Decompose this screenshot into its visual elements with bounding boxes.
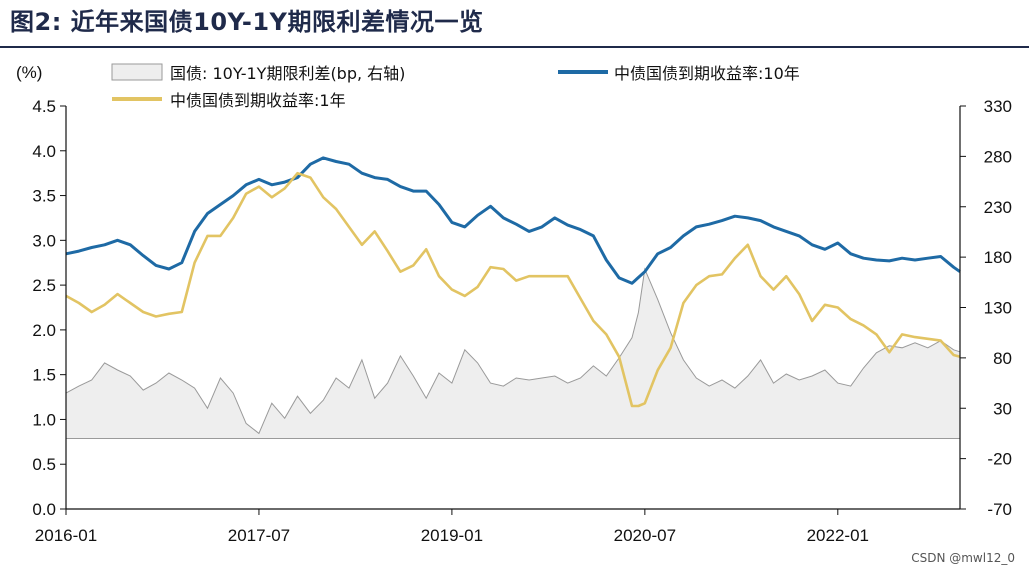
spread-area-fill xyxy=(66,269,960,439)
left-tick-label: 2.0 xyxy=(32,321,56,340)
area-layer xyxy=(65,267,961,439)
left-tick-label: 0.0 xyxy=(32,500,56,519)
axes-layer: 0.0 0.5 1.0 1.5 2.0 2.5 3.0 3.5 4.0 4.5 -70 -20 30 80… xyxy=(16,63,1012,545)
yield-10y-line xyxy=(65,156,961,285)
left-tick-label: 0.5 xyxy=(32,455,56,474)
x-tick-label: 2017-07 xyxy=(228,526,290,545)
left-tick-label: 3.5 xyxy=(32,187,56,206)
right-tick-label: 80 xyxy=(993,349,1012,368)
x-tick-label: 2019-01 xyxy=(421,526,483,545)
left-tick-label: 4.0 xyxy=(32,142,56,161)
right-tick-label: 280 xyxy=(984,147,1012,166)
x-tick-label: 2020-07 xyxy=(614,526,676,545)
right-tick-label: 330 xyxy=(984,97,1012,116)
left-tick-label: 2.5 xyxy=(32,276,56,295)
right-tick-label: 30 xyxy=(993,399,1012,418)
legend-label-spread: 国债: 10Y-1Y期限利差(bp, 右轴) xyxy=(170,64,405,83)
lines-layer xyxy=(65,156,961,408)
x-tick-label: 2022-01 xyxy=(807,526,869,545)
left-tick-label: 1.5 xyxy=(32,366,56,385)
legend: 国债: 10Y-1Y期限利差(bp, 右轴) 中债国债到期收益率:10年中债国债到… xyxy=(111,63,800,110)
spread-area-line xyxy=(65,267,961,435)
right-tick-label: 230 xyxy=(984,198,1012,217)
left-tick-label: 4.5 xyxy=(32,97,56,116)
left-tick-label: 1.0 xyxy=(32,410,56,429)
watermark-text: CSDN @mwl12_0 xyxy=(909,551,1017,565)
legend-swatch-spread xyxy=(111,63,163,81)
x-tick-label: 2016-01 xyxy=(35,526,97,545)
left-axis-unit: (%) xyxy=(16,63,42,82)
right-tick-label: 180 xyxy=(984,248,1012,267)
left-tick-label: 3.0 xyxy=(32,231,56,250)
title-rule xyxy=(0,46,1029,48)
legend-label-1y: 中债国债到期收益率:1年 xyxy=(170,91,346,110)
right-tick-label: -20 xyxy=(987,450,1012,469)
yield-1y-line xyxy=(65,171,961,408)
legend-label-10y: 中债国债到期收益率:10年 xyxy=(614,64,800,83)
right-tick-label: 130 xyxy=(984,299,1012,318)
right-tick-label: -70 xyxy=(987,500,1012,519)
figure-title: 图2: 近年来国债10Y-1Y期限利差情况一览 xyxy=(10,8,484,36)
